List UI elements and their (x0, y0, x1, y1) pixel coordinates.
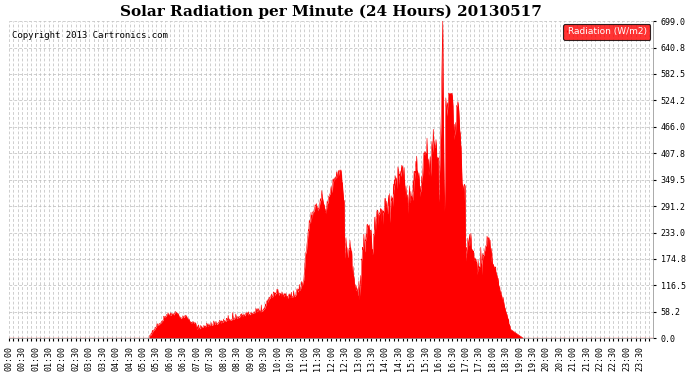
Legend: Radiation (W/m2): Radiation (W/m2) (563, 24, 651, 40)
Text: Copyright 2013 Cartronics.com: Copyright 2013 Cartronics.com (12, 31, 168, 40)
Title: Solar Radiation per Minute (24 Hours) 20130517: Solar Radiation per Minute (24 Hours) 20… (120, 4, 542, 18)
